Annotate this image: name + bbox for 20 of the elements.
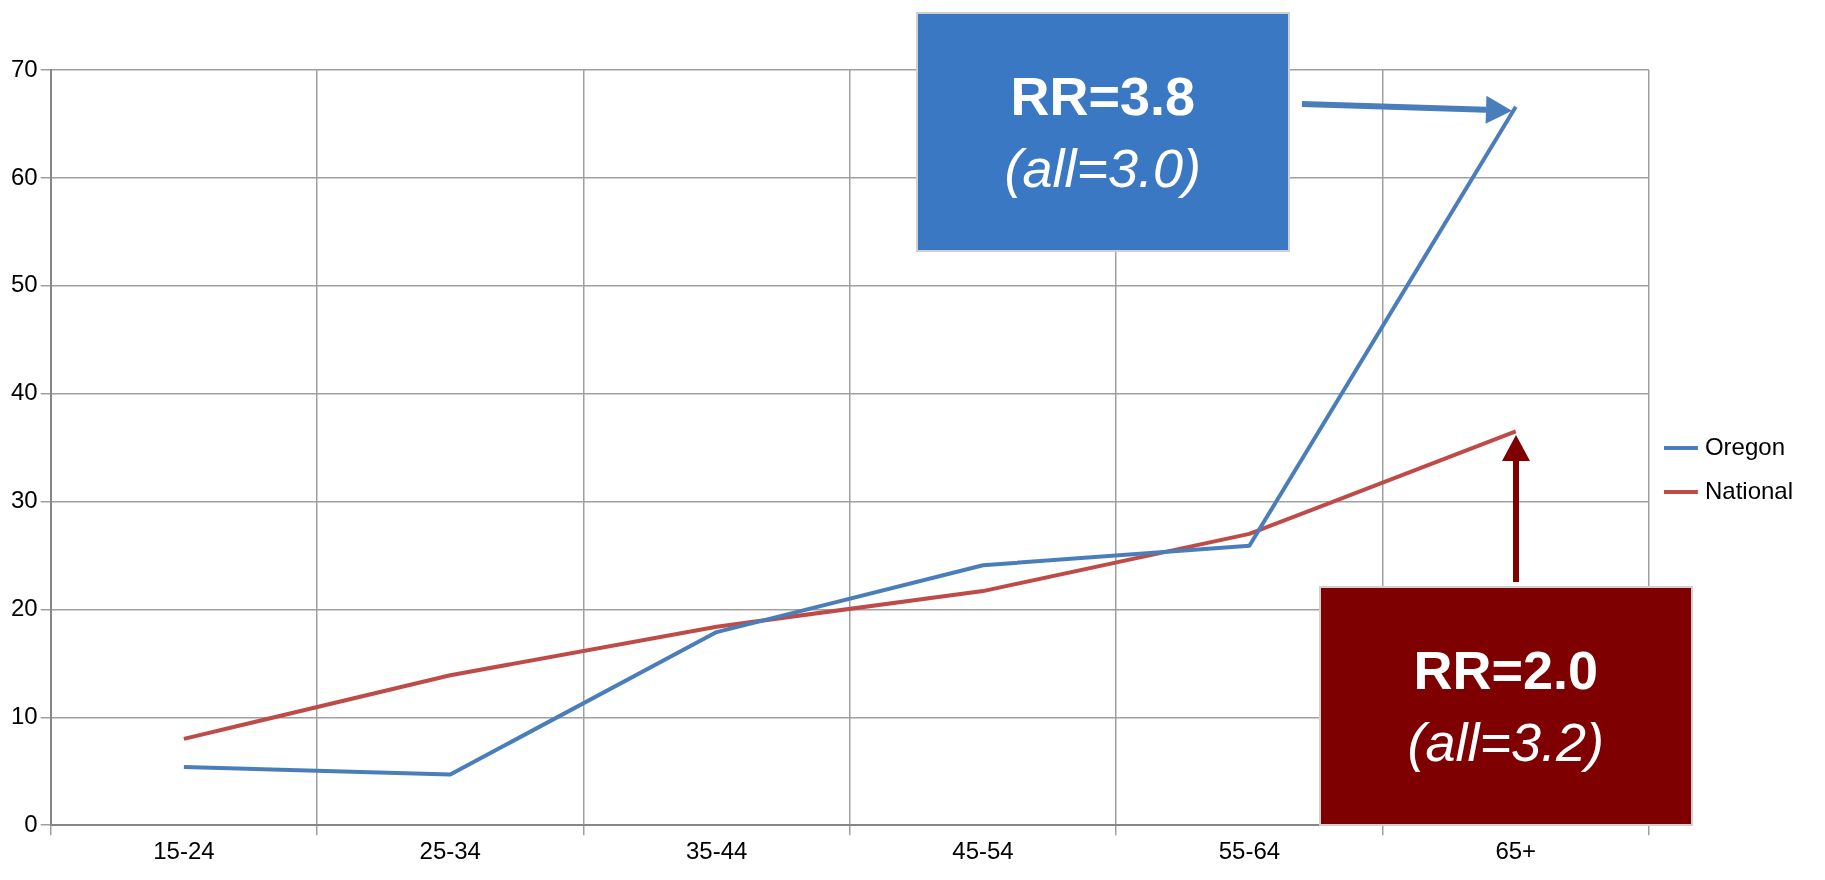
y-tick-label: 40 <box>10 378 38 406</box>
y-tick-label: 60 <box>10 162 38 190</box>
y-tick-label: 10 <box>10 701 38 729</box>
callout-box: RR=3.8 (all=3.0) <box>915 12 1290 252</box>
y-tick-label: 70 <box>10 54 38 82</box>
annotation: RR=2.0 (all=3.2) <box>1407 639 1605 775</box>
y-tick-label: 20 <box>10 594 38 622</box>
legend-label: Oregon <box>1704 432 1786 460</box>
annotation: RR=3.8 (all=3.0) <box>1004 65 1202 200</box>
x-tick-label: 35-44 <box>685 837 748 865</box>
y-tick-label: 0 <box>24 809 38 837</box>
x-tick-label: 15-24 <box>153 837 215 865</box>
x-tick-label: 25-34 <box>419 837 481 865</box>
y-tick-label: 30 <box>10 486 38 514</box>
callout-box: RR=2.0 (all=3.2) <box>1318 586 1693 827</box>
y-tick-label: 50 <box>10 270 38 298</box>
x-tick-label: 55-64 <box>1218 837 1281 865</box>
legend-label: National <box>1704 476 1794 504</box>
x-tick-label: 65+ <box>1495 837 1537 865</box>
x-tick-label: 45-54 <box>952 837 1014 865</box>
